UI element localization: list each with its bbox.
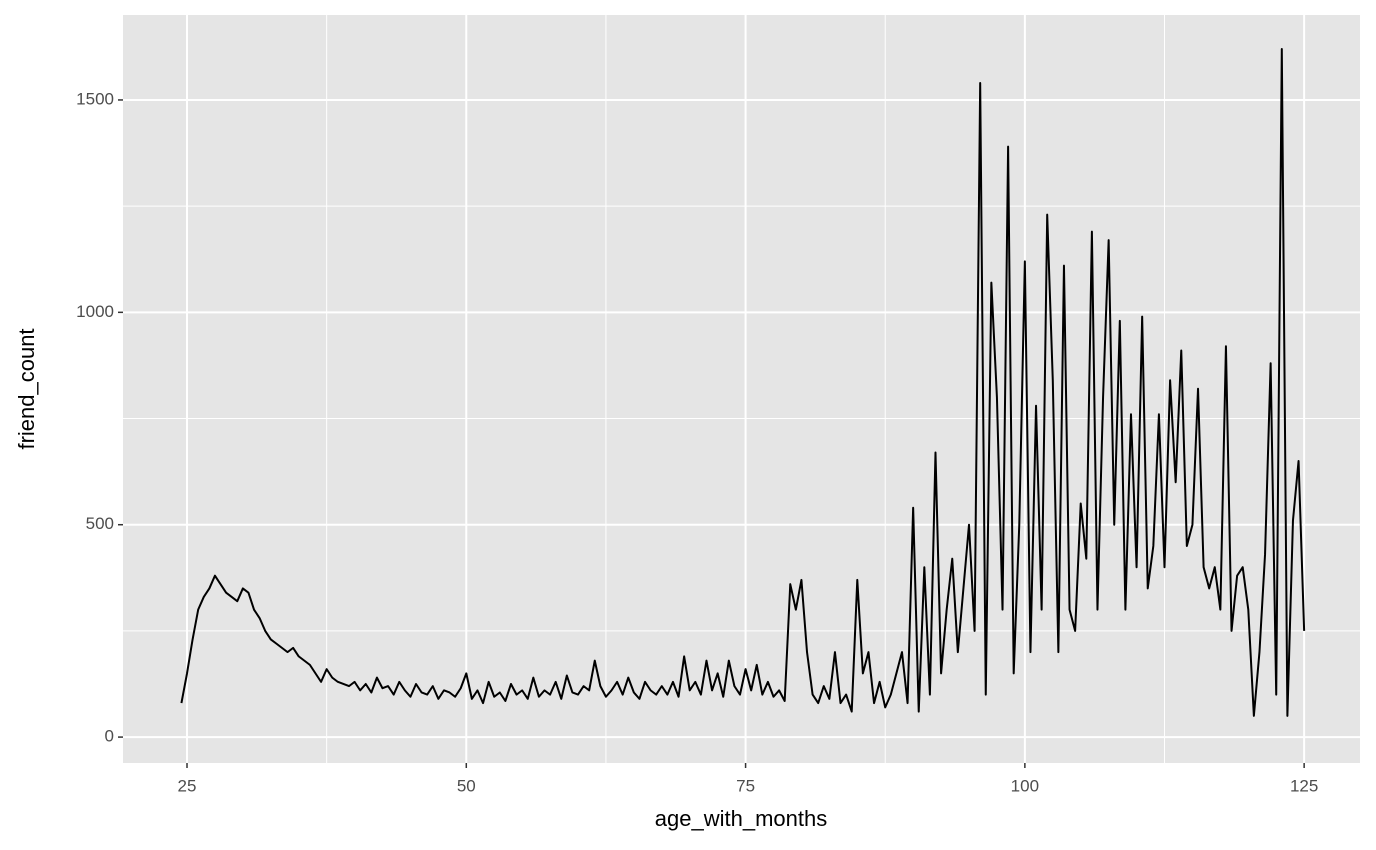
x-tick-label: 25 bbox=[178, 776, 197, 795]
x-tick-label: 125 bbox=[1290, 776, 1318, 795]
x-tick-label: 75 bbox=[736, 776, 755, 795]
y-axis-title: friend_count bbox=[14, 328, 39, 449]
y-tick-label: 1500 bbox=[76, 89, 114, 108]
y-tick-label: 0 bbox=[105, 727, 114, 746]
plot-panel bbox=[123, 15, 1360, 763]
y-tick-label: 500 bbox=[86, 514, 114, 533]
x-tick-label: 100 bbox=[1011, 776, 1039, 795]
x-axis-title: age_with_months bbox=[655, 806, 827, 831]
y-tick-label: 1000 bbox=[76, 302, 114, 321]
data-line bbox=[180, 47, 1306, 717]
x-tick-label: 50 bbox=[457, 776, 476, 795]
